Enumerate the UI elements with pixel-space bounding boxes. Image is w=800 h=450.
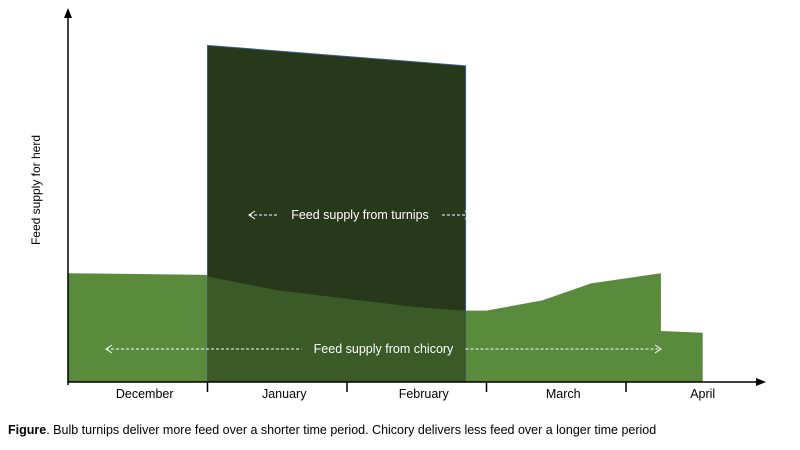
x-tick-label: February (399, 387, 450, 401)
x-tick-label: April (690, 387, 715, 401)
y-axis-arrow-icon (64, 8, 72, 18)
caption-text: . Bulb turnips deliver more feed over a … (46, 423, 657, 437)
arrow-right-icon (464, 210, 472, 220)
chicory-annotation: Feed supply from chicory (105, 342, 662, 356)
chicory-annotation-label: Feed supply from chicory (314, 342, 454, 356)
y-axis-label: Feed supply for herd (29, 135, 43, 245)
x-tick-label: January (262, 387, 307, 401)
turnips-annotation: Feed supply from turnips (248, 208, 472, 222)
plot-areas (68, 44, 703, 383)
x-axis: December January February March April (68, 378, 766, 401)
y-axis: Feed supply for herd (29, 8, 72, 385)
x-axis-arrow-icon (756, 378, 766, 386)
x-tick-label: December (116, 387, 174, 401)
chart: December January February March April Feed s… (29, 8, 766, 401)
annotations: Feed supply from turnips Feed supply from… (105, 208, 662, 356)
arrow-left-icon (248, 210, 256, 220)
caption-bold: Figure (8, 423, 47, 437)
figure-caption: Figure. Bulb turnips deliver more feed o… (8, 423, 798, 437)
overlap-area (207, 276, 466, 382)
turnips-annotation-label: Feed supply from turnips (291, 208, 429, 222)
arrow-right-icon (654, 344, 662, 354)
arrow-left-icon (105, 344, 113, 354)
x-tick-label: March (546, 387, 581, 401)
